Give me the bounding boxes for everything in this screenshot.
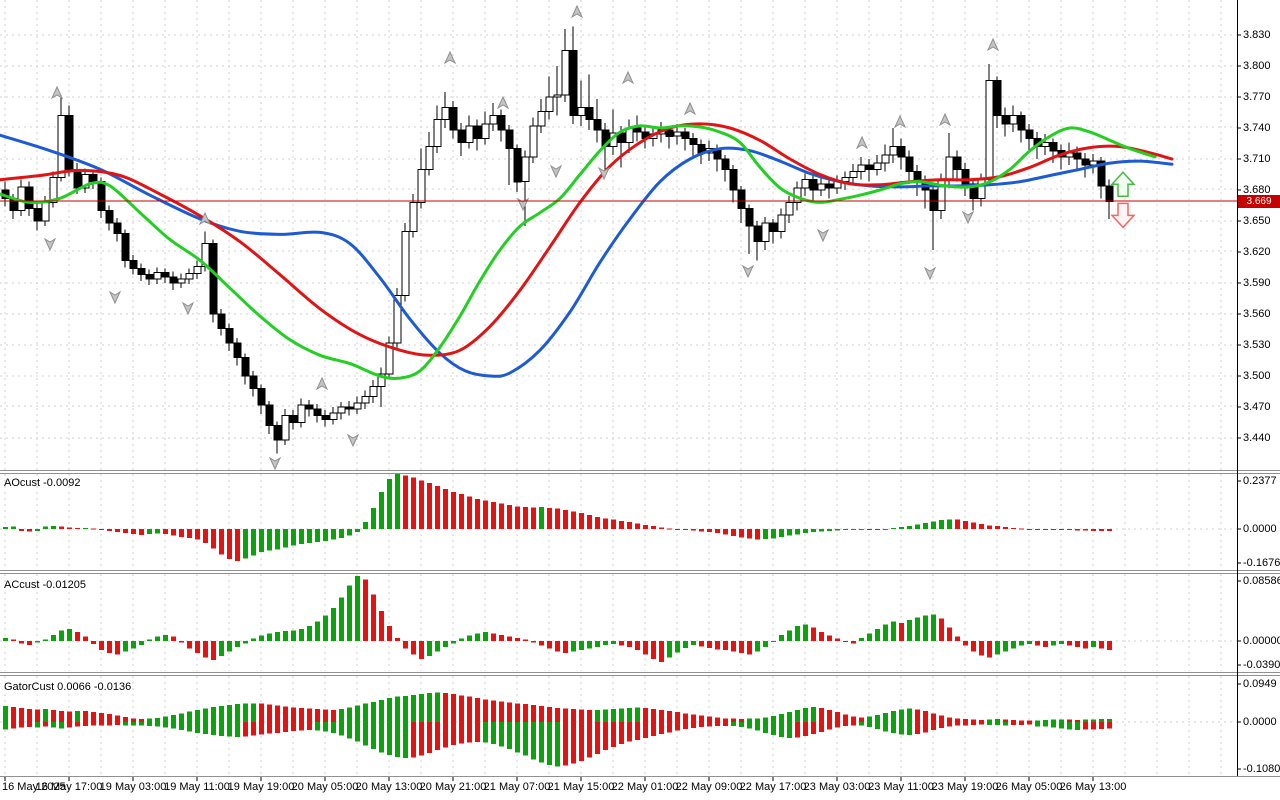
indicator-axis-label: -0.1080 xyxy=(1243,763,1280,775)
histogram xyxy=(3,692,1112,722)
fractal-down-icon xyxy=(268,456,282,471)
indicator-label-ao: AOcust -0.0092 xyxy=(4,477,81,489)
fractal-down-icon xyxy=(549,164,563,179)
fractal-up-icon xyxy=(986,37,1000,52)
time-axis-label: 20 May 13:00 xyxy=(355,781,423,793)
time-axis-label: 26 May 13:00 xyxy=(1059,781,1127,793)
fractal-up-icon xyxy=(683,101,697,116)
indicator-axis-label: 0.0000 xyxy=(1243,523,1277,535)
indicator-axis-label: 0.2377 xyxy=(1243,475,1277,487)
time-axis-label: 16 May 17:00 xyxy=(35,781,103,793)
time-axis-label: 20 May 21:00 xyxy=(419,781,487,793)
price-axis-label: 3.560 xyxy=(1243,308,1271,320)
time-axis-label: 19 May 19:00 xyxy=(227,781,295,793)
price-axis-label: 3.710 xyxy=(1243,153,1271,165)
time-axis-label: 22 May 09:00 xyxy=(675,781,743,793)
time-axis-label: 19 May 03:00 xyxy=(99,781,167,793)
price-axis-label: 3.440 xyxy=(1243,432,1271,444)
fractal-up-icon xyxy=(198,211,212,226)
fractal-down-icon xyxy=(923,266,937,281)
time-axis-label: 21 May 15:00 xyxy=(547,781,615,793)
indicator-axis-label: 0.0000 xyxy=(1243,716,1277,728)
alligator-jaw-line xyxy=(0,133,1174,378)
time-axis-label: 23 May 19:00 xyxy=(931,781,999,793)
time-axis-label: 19 May 11:00 xyxy=(164,781,230,793)
time-axis-label: 26 May 05:00 xyxy=(995,781,1063,793)
time-axis-label: 20 May 05:00 xyxy=(291,781,359,793)
fractal-down-icon xyxy=(741,264,755,279)
indicator-label-ac: ACcust -0.01205 xyxy=(4,579,86,591)
fractal-down-icon xyxy=(816,228,830,243)
fractal-up-icon xyxy=(621,70,635,85)
price-axis-label: 3.500 xyxy=(1243,370,1271,382)
time-axis-label: 22 May 01:00 xyxy=(611,781,679,793)
price-axis-label: 3.590 xyxy=(1243,277,1271,289)
panel-separators xyxy=(0,470,1280,777)
indicator-axis-label: 0.08586 xyxy=(1243,575,1280,587)
price-axis-label: 3.620 xyxy=(1243,246,1271,258)
fractal-arrows xyxy=(43,4,1000,471)
price-axis-label: 3.680 xyxy=(1243,184,1271,196)
indicator-label-gator: GatorCust 0.0066 -0.0136 xyxy=(4,681,132,693)
histogram xyxy=(3,473,1112,561)
fractal-up-icon xyxy=(938,112,952,127)
price-axis-line xyxy=(4,0,1241,781)
histogram xyxy=(3,722,1112,767)
time-axis-label: 23 May 11:00 xyxy=(868,781,934,793)
fractal-down-icon xyxy=(43,237,57,252)
indicator-axis-label: 0.0949 xyxy=(1243,678,1277,690)
fractal-down-icon xyxy=(516,197,530,212)
candlesticks xyxy=(1,26,1114,454)
fractal-up-icon xyxy=(855,135,869,150)
indicator-axis-label: -0.1676 xyxy=(1243,557,1280,569)
histogram xyxy=(3,576,1112,663)
price-axis-label: 3.800 xyxy=(1243,60,1271,72)
price-axis-label: 3.740 xyxy=(1243,122,1271,134)
fractal-up-icon xyxy=(50,85,64,100)
fractal-up-icon xyxy=(315,376,329,391)
fractal-down-icon xyxy=(346,433,360,448)
fractal-down-icon xyxy=(597,166,611,181)
price-axis-label: 3.650 xyxy=(1243,215,1271,227)
price-axis-label: 3.830 xyxy=(1243,29,1271,41)
time-axis-label: 21 May 07:00 xyxy=(483,781,551,793)
time-axis-label: 23 May 03:00 xyxy=(803,781,871,793)
fractal-down-icon xyxy=(108,290,122,305)
price-axis-label: 3.770 xyxy=(1243,91,1271,103)
fractal-down-icon xyxy=(181,301,195,316)
fractal-down-icon xyxy=(961,210,975,225)
fractal-up-icon xyxy=(443,50,457,65)
time-axis-label: 16 May 2025 xyxy=(2,781,66,793)
fractal-up-icon xyxy=(570,4,584,19)
price-axis-label: 3.530 xyxy=(1243,339,1271,351)
price-axis-label: 3.470 xyxy=(1243,401,1271,413)
alligator-lips-line xyxy=(0,124,1157,380)
fractal-up-icon xyxy=(496,95,510,110)
grid-lines xyxy=(0,0,1237,775)
current-price-badge: 3.669 xyxy=(1238,195,1280,208)
signal-down-arrow-icon xyxy=(1110,202,1136,229)
signal-up-arrow-icon xyxy=(1110,171,1136,197)
indicator-axis-label: -0.03904 xyxy=(1243,659,1280,671)
fractal-up-icon xyxy=(893,114,907,129)
indicator-axis-label: 0.00000 xyxy=(1243,635,1280,647)
time-axis-label: 22 May 17:00 xyxy=(739,781,807,793)
